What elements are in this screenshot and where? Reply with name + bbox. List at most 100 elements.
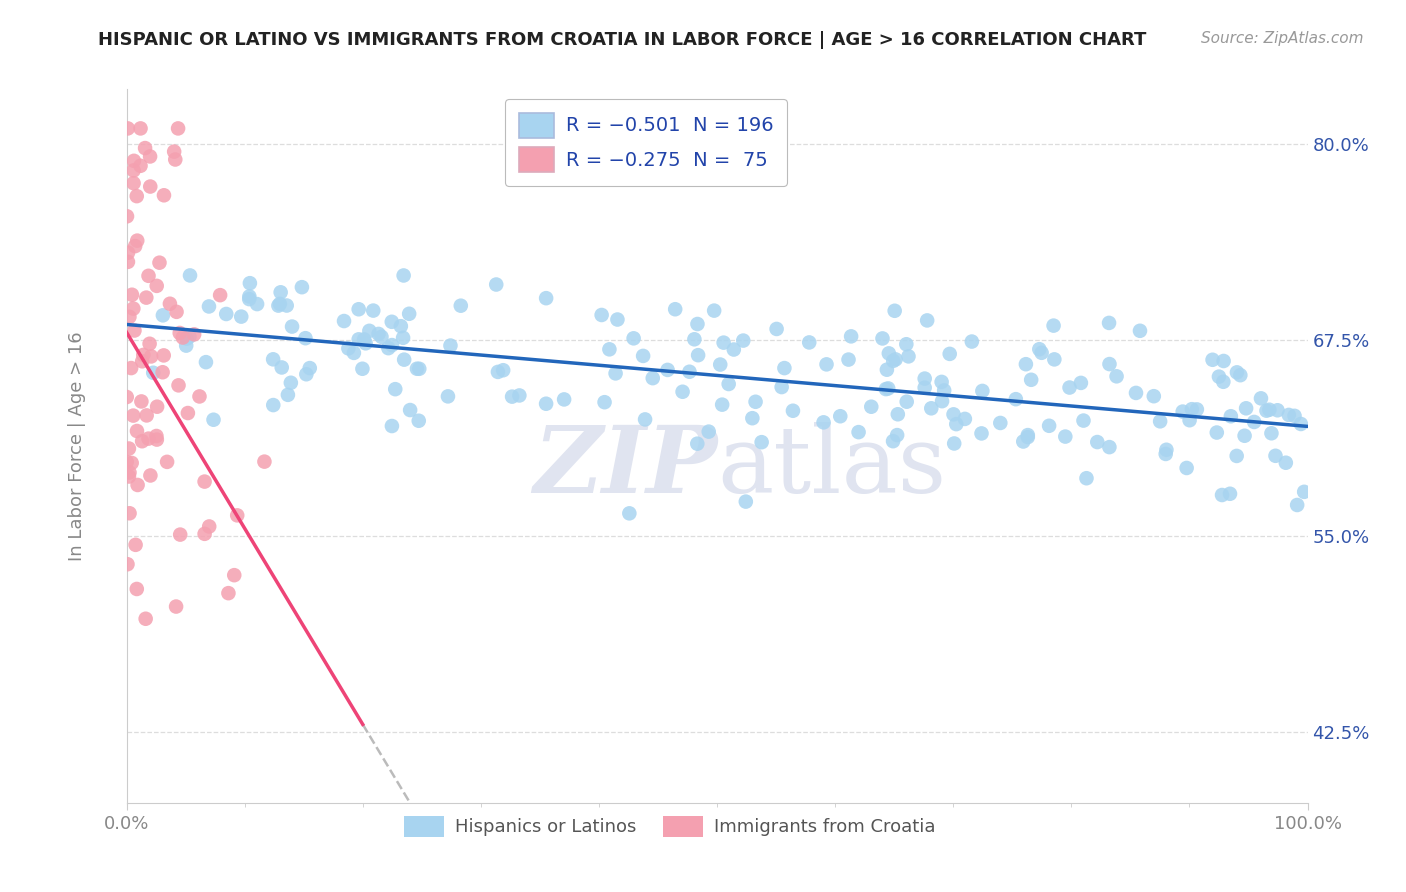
Point bbox=[398, 307, 420, 321]
Point bbox=[1234, 401, 1257, 416]
Point bbox=[1226, 365, 1249, 379]
Point bbox=[262, 398, 284, 412]
Point bbox=[408, 414, 430, 428]
Point bbox=[353, 332, 375, 346]
Point bbox=[169, 527, 191, 541]
Point bbox=[1042, 318, 1064, 333]
Point bbox=[156, 455, 179, 469]
Point bbox=[1219, 487, 1241, 501]
Point bbox=[1278, 408, 1301, 422]
Point bbox=[169, 326, 191, 340]
Point bbox=[125, 189, 148, 203]
Text: ZIP: ZIP bbox=[533, 423, 717, 512]
Point bbox=[117, 558, 139, 572]
Point bbox=[295, 368, 318, 382]
Point bbox=[623, 331, 645, 345]
Point bbox=[1212, 354, 1234, 368]
Point bbox=[508, 388, 530, 402]
Point bbox=[127, 478, 149, 492]
Point bbox=[194, 526, 217, 541]
Point bbox=[450, 299, 472, 313]
Point bbox=[381, 419, 404, 434]
Point bbox=[145, 278, 167, 293]
Point bbox=[686, 317, 709, 331]
Point bbox=[782, 403, 804, 417]
Point bbox=[118, 466, 141, 480]
Point bbox=[226, 508, 249, 523]
Point bbox=[1070, 376, 1092, 390]
Point bbox=[553, 392, 575, 407]
Point bbox=[931, 394, 953, 409]
Point bbox=[188, 389, 211, 403]
Point bbox=[876, 362, 898, 376]
Point bbox=[277, 388, 299, 402]
Point bbox=[152, 348, 174, 362]
Point bbox=[124, 239, 146, 253]
Point bbox=[135, 409, 157, 423]
Point bbox=[875, 382, 897, 396]
Point bbox=[239, 276, 262, 290]
Point bbox=[1028, 342, 1050, 356]
Point bbox=[709, 358, 731, 372]
Point bbox=[697, 425, 720, 439]
Point bbox=[270, 360, 292, 375]
Point bbox=[934, 384, 956, 398]
Point bbox=[1211, 488, 1233, 502]
Point bbox=[131, 354, 153, 368]
Point bbox=[920, 401, 942, 416]
Point bbox=[134, 141, 156, 155]
Point bbox=[146, 433, 169, 447]
Point bbox=[1178, 413, 1201, 427]
Point bbox=[122, 301, 145, 316]
Point bbox=[914, 371, 936, 385]
Point bbox=[276, 299, 298, 313]
Point bbox=[1149, 414, 1171, 428]
Point bbox=[367, 326, 389, 341]
Point bbox=[1250, 392, 1272, 406]
Point bbox=[217, 586, 239, 600]
Point bbox=[209, 288, 232, 302]
Point bbox=[370, 330, 392, 344]
Point bbox=[377, 341, 399, 355]
Point bbox=[198, 519, 221, 533]
Point bbox=[641, 371, 664, 385]
Point bbox=[269, 297, 291, 311]
Point bbox=[1073, 414, 1095, 428]
Point bbox=[352, 361, 374, 376]
Point bbox=[148, 255, 170, 269]
Point bbox=[125, 582, 148, 596]
Point bbox=[117, 255, 139, 269]
Point bbox=[1031, 346, 1053, 360]
Point bbox=[1005, 392, 1028, 407]
Point bbox=[166, 305, 188, 319]
Point bbox=[1076, 471, 1098, 485]
Point bbox=[1156, 442, 1178, 457]
Point bbox=[399, 403, 422, 417]
Point bbox=[152, 309, 174, 323]
Point bbox=[751, 435, 773, 450]
Point bbox=[389, 319, 412, 334]
Point bbox=[280, 376, 302, 390]
Point bbox=[1294, 484, 1316, 499]
Point bbox=[943, 436, 966, 450]
Point bbox=[591, 308, 613, 322]
Point bbox=[138, 268, 160, 283]
Point bbox=[215, 307, 238, 321]
Point bbox=[688, 348, 710, 362]
Point bbox=[384, 382, 406, 396]
Point bbox=[253, 455, 276, 469]
Point bbox=[938, 347, 960, 361]
Point bbox=[347, 332, 370, 346]
Point bbox=[741, 411, 763, 425]
Point bbox=[165, 153, 187, 167]
Point bbox=[392, 331, 415, 345]
Point bbox=[122, 176, 145, 190]
Point bbox=[129, 121, 152, 136]
Point bbox=[381, 338, 404, 352]
Point bbox=[152, 365, 174, 379]
Point bbox=[439, 338, 461, 352]
Point bbox=[960, 334, 983, 349]
Point bbox=[224, 568, 246, 582]
Point bbox=[124, 538, 146, 552]
Point bbox=[1289, 417, 1312, 431]
